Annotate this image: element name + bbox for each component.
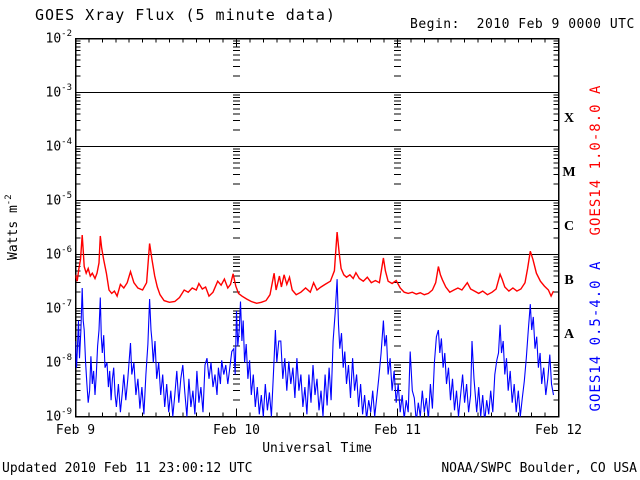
y-axis-title-base: Watts m	[6, 205, 22, 260]
y-axis-title-exponent: -2	[3, 194, 14, 206]
flare-class-letter-x: X	[563, 110, 575, 126]
y-tick-label: 10-2	[45, 28, 73, 46]
x-tick-label: Feb 9	[55, 423, 96, 438]
xray-long-wave-trace	[75, 232, 555, 305]
x-tick-label: Feb 12	[535, 423, 582, 438]
y-tick-label: 10-8	[45, 352, 73, 370]
source-credit: NOAA/SWPC Boulder, CO USA	[441, 461, 637, 476]
chart-title: GOES Xray Flux (5 minute data)	[35, 6, 336, 24]
y-tick-label: 10-5	[45, 190, 73, 208]
begin-timestamp: Begin: 2010 Feb 9 0000 UTC	[410, 17, 635, 32]
flare-class-letter-a: A	[563, 326, 575, 342]
plot-border	[74, 37, 560, 418]
flare-class-letter-c: C	[563, 218, 575, 234]
y-tick-label: 10-7	[45, 298, 73, 316]
flare-class-letter-b: B	[564, 272, 574, 288]
x-tick-label: Feb 10	[213, 423, 260, 438]
y-tick-label: 10-4	[45, 136, 73, 154]
x-axis-title: Universal Time	[262, 441, 372, 456]
flare-class-letter-m: M	[562, 164, 576, 180]
y-tick-label: 10-3	[45, 82, 73, 100]
xray-short-wave-trace	[75, 279, 555, 417]
updated-timestamp: Updated 2010 Feb 11 23:00:12 UTC	[2, 461, 253, 476]
y-tick-label: 10-6	[45, 244, 73, 262]
x-tick-label: Feb 11	[374, 423, 421, 438]
y-axis-title: Watts m-2	[3, 157, 22, 297]
legend-short-channel: GOES14 0.5-4.0 A	[588, 260, 604, 412]
y-tick-label: 10-9	[45, 406, 73, 424]
